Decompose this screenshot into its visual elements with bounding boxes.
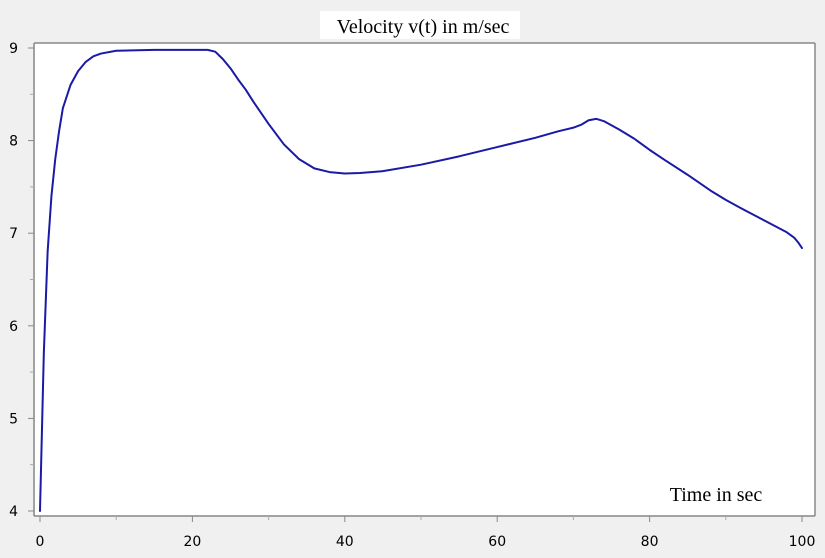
y-tick-label-5: 5: [9, 411, 18, 427]
x-tick-label-80: 80: [641, 534, 659, 550]
y-tick-label-6: 6: [9, 319, 18, 335]
title-background: [320, 11, 520, 39]
x-tick-label-60: 60: [488, 534, 506, 550]
plot-area: [35, 43, 815, 515]
y-tick-label-9: 9: [9, 41, 18, 57]
y-tick-label-8: 8: [9, 134, 18, 150]
y-tick-label-7: 7: [9, 226, 18, 242]
x-tick-label-100: 100: [789, 534, 816, 550]
x-axis-label: Time in sec: [670, 484, 763, 506]
ticks-layer: [28, 47, 803, 522]
x-tick-label-0: 0: [36, 534, 45, 550]
x-tick-label-40: 40: [336, 534, 354, 550]
series-line: [39, 48, 803, 512]
y-tick-label-4: 4: [9, 504, 18, 520]
chart-title: Velocity v(t) in m/sec: [337, 16, 510, 38]
x-tick-label-20: 20: [183, 534, 201, 550]
tick-labels-layer: 0 20 40 60 80 100 4 5 6 7 8 9: [9, 41, 815, 550]
